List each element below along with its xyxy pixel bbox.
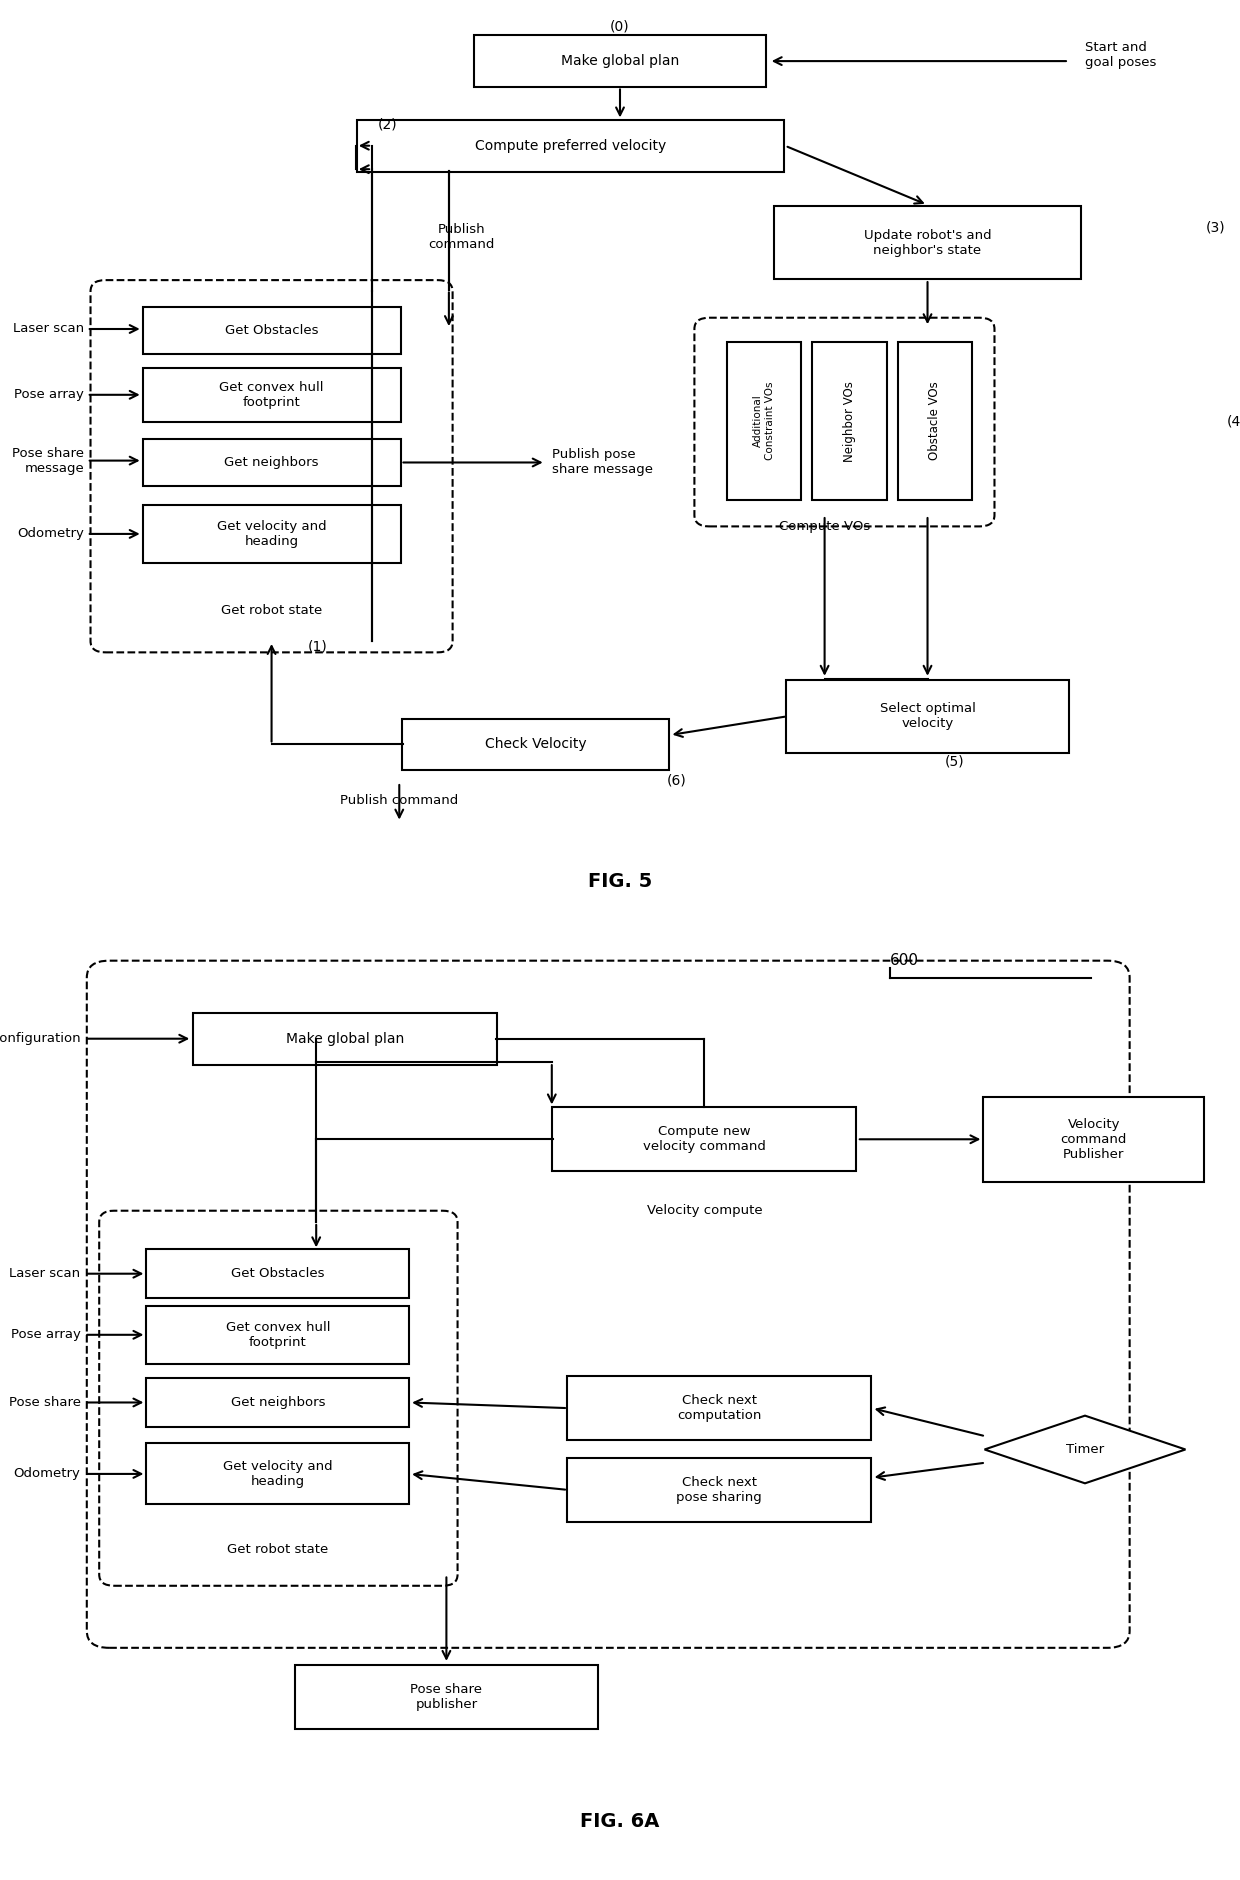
- Text: Laser scan: Laser scan: [10, 1267, 81, 1280]
- Bar: [983, 1098, 1204, 1183]
- Text: Publish command: Publish command: [340, 795, 459, 807]
- Text: Get robot state: Get robot state: [221, 605, 322, 617]
- Text: Pose share: Pose share: [9, 1397, 81, 1408]
- Text: Make global plan: Make global plan: [560, 55, 680, 68]
- Text: Update robot's and
neighbor's state: Update robot's and neighbor's state: [864, 229, 991, 256]
- Text: (0): (0): [610, 19, 630, 34]
- Text: (6): (6): [667, 773, 687, 788]
- Text: Velocity
command
Publisher: Velocity command Publisher: [1060, 1119, 1127, 1160]
- Bar: [143, 368, 401, 421]
- Text: Get velocity and
heading: Get velocity and heading: [217, 521, 326, 547]
- Text: (1): (1): [308, 639, 327, 654]
- Text: (2): (2): [378, 117, 398, 132]
- Text: Timer: Timer: [1066, 1444, 1104, 1455]
- Text: Laser scan: Laser scan: [14, 323, 84, 335]
- Text: Pose array: Pose array: [11, 1329, 81, 1340]
- Text: Pose share
publisher: Pose share publisher: [410, 1683, 482, 1711]
- Bar: [143, 504, 401, 564]
- Text: Select optimal
velocity: Select optimal velocity: [879, 703, 976, 729]
- Text: Check next
pose sharing: Check next pose sharing: [676, 1476, 763, 1504]
- Text: Check next
computation: Check next computation: [677, 1395, 761, 1421]
- Bar: [727, 342, 801, 500]
- Text: Compute preferred velocity: Compute preferred velocity: [475, 139, 666, 152]
- Text: FIG. 5: FIG. 5: [588, 872, 652, 891]
- Text: Additional
Constraint VOs: Additional Constraint VOs: [753, 382, 775, 461]
- Bar: [786, 681, 1069, 752]
- Text: Obstacle VOs: Obstacle VOs: [929, 382, 941, 461]
- Bar: [295, 1666, 598, 1730]
- Text: (5): (5): [945, 754, 965, 769]
- Bar: [146, 1444, 409, 1504]
- Text: Start and
goal poses: Start and goal poses: [1085, 41, 1157, 68]
- Bar: [143, 308, 401, 353]
- Text: (3): (3): [1205, 220, 1225, 235]
- Text: Compute new
velocity command: Compute new velocity command: [642, 1126, 766, 1152]
- Text: Get Obstacles: Get Obstacles: [224, 325, 319, 337]
- Text: Get robot state: Get robot state: [227, 1543, 329, 1555]
- Text: Get convex hull
footprint: Get convex hull footprint: [226, 1322, 330, 1348]
- Bar: [774, 207, 1081, 278]
- Bar: [402, 718, 670, 771]
- Bar: [146, 1305, 409, 1365]
- Text: Compute VOs: Compute VOs: [779, 521, 870, 532]
- Text: Check Velocity: Check Velocity: [485, 737, 587, 752]
- Text: Configuration: Configuration: [0, 1032, 81, 1045]
- Bar: [146, 1378, 409, 1427]
- Bar: [357, 120, 785, 171]
- Text: Pose array: Pose array: [15, 389, 84, 400]
- Bar: [812, 342, 887, 500]
- Bar: [146, 1248, 409, 1297]
- Text: Publish
command: Publish command: [428, 224, 495, 250]
- Bar: [567, 1459, 870, 1523]
- Text: Velocity compute: Velocity compute: [646, 1205, 763, 1216]
- Text: 600: 600: [890, 953, 919, 968]
- Text: Get neighbors: Get neighbors: [224, 457, 319, 468]
- Text: Neighbor VOs: Neighbor VOs: [843, 380, 856, 462]
- Text: FIG. 6A: FIG. 6A: [580, 1812, 660, 1831]
- Text: (4): (4): [1226, 414, 1240, 429]
- Bar: [193, 1013, 496, 1064]
- Text: Get neighbors: Get neighbors: [231, 1397, 325, 1408]
- Bar: [143, 440, 401, 485]
- Bar: [898, 342, 972, 500]
- Text: Odometry: Odometry: [14, 1468, 81, 1480]
- Text: Publish pose
share message: Publish pose share message: [552, 449, 652, 476]
- Text: Make global plan: Make global plan: [285, 1032, 404, 1045]
- Text: Get convex hull
footprint: Get convex hull footprint: [219, 382, 324, 408]
- Text: Odometry: Odometry: [17, 528, 84, 540]
- Text: Get velocity and
heading: Get velocity and heading: [223, 1461, 332, 1487]
- Text: Pose share
message: Pose share message: [12, 447, 84, 474]
- Bar: [567, 1376, 870, 1440]
- Bar: [552, 1107, 856, 1171]
- Text: Get Obstacles: Get Obstacles: [231, 1267, 325, 1280]
- Polygon shape: [985, 1416, 1185, 1483]
- Bar: [474, 36, 765, 86]
